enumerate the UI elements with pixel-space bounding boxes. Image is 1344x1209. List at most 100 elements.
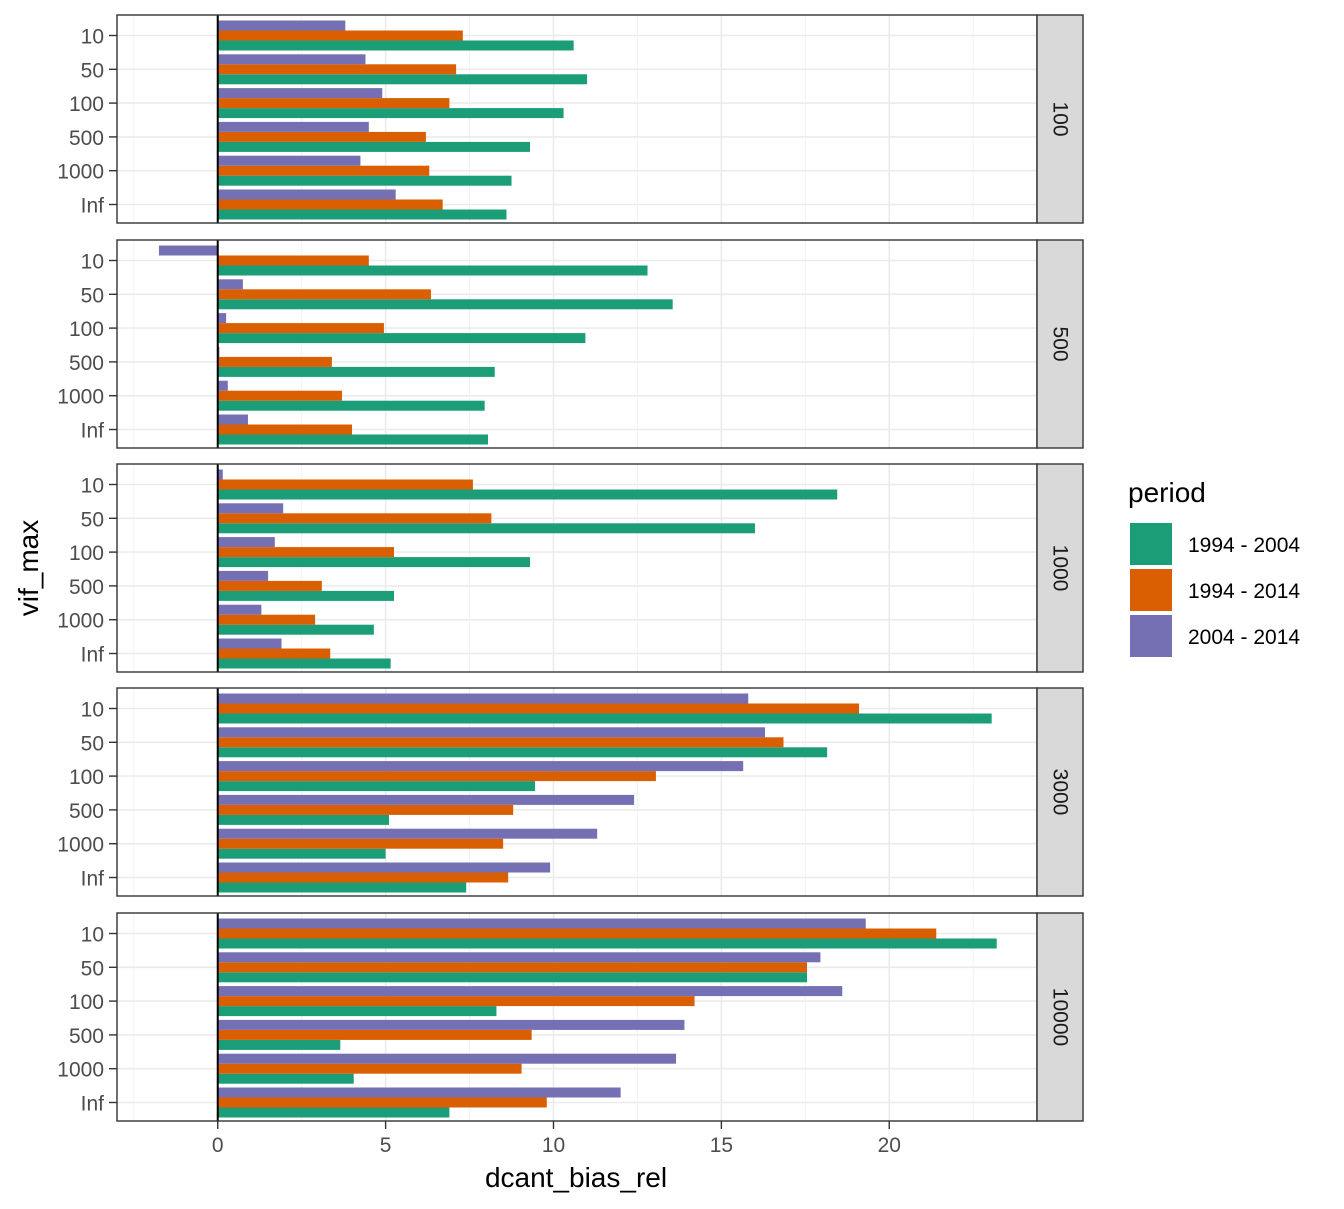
strip-label: 3000 [1049,769,1072,816]
strip-label: 1000 [1049,545,1072,592]
bar-1994-2004 [217,366,495,377]
bar-2004-2014 [217,1019,685,1030]
legend-label: 2004 - 2014 [1188,626,1300,649]
bar-2004-2014 [217,155,361,166]
bar-2004-2014 [217,121,369,132]
bar-1994-2004 [217,938,997,949]
y-tick-label: 1000 [57,834,104,857]
bar-1994-2014 [217,1063,522,1074]
bar-2004-2014 [217,380,228,391]
x-tick-label: 20 [878,1134,901,1157]
bar-1994-2014 [217,356,332,367]
bar-2004-2014 [217,469,223,480]
legend-key [1130,523,1172,565]
y-tick-label: 10 [81,251,104,274]
y-tick-label: 50 [81,59,104,82]
legend: period 1994 - 2004 1994 - 2014 2004 - 2014 [1128,477,1300,657]
bar-2004-2014 [217,570,269,581]
y-tick-label: Inf [81,195,105,218]
bar-1994-2004 [217,523,755,534]
bar-1994-2014 [217,30,463,41]
facet-panel-500: 10 50 100 500 1000 Inf 500 [57,239,1084,449]
bar-1994-2004 [217,848,386,859]
strip-background [1036,687,1084,897]
y-tick-label: 1000 [57,161,104,184]
bar-1994-2014 [217,165,430,176]
bar-1994-2014 [217,737,784,748]
bar-1994-2014 [217,996,695,1007]
bar-1994-2014 [217,64,457,75]
bar-1994-2014 [217,289,431,300]
y-tick-label: 10 [81,26,104,49]
bar-1994-2004 [217,333,586,344]
y-tick-label: 500 [69,1025,104,1048]
bar-1994-2014 [217,323,384,334]
bar-1994-2014 [217,614,316,625]
bar-1994-2004 [217,40,574,51]
bar-1994-2014 [217,872,509,883]
y-tick-label: Inf [81,420,105,443]
bar-2004-2014 [217,604,262,615]
x-tick-label: 5 [380,1134,392,1157]
bar-1994-2004 [217,299,673,310]
bar-2004-2014 [217,952,821,963]
legend-key [1130,569,1172,611]
bar-1994-2014 [217,928,937,939]
bar-1994-2014 [217,804,514,815]
bar-2004-2014 [217,918,866,929]
bar-2004-2014 [217,20,346,31]
bar-2004-2014 [217,828,598,839]
strip-background [1036,14,1084,224]
facet-panel-100: 10 50 100 500 1000 Inf 100 [57,14,1084,224]
x-axis: 0 5 10 15 20 [212,1121,901,1157]
bar-1994-2014 [217,199,443,210]
bar-1994-2014 [217,513,492,524]
y-tick-label: 1000 [57,1059,104,1082]
facet-panel-3000: 10 50 100 500 1000 Inf 3000 [57,687,1084,897]
bar-1994-2014 [217,648,331,659]
bar-1994-2014 [217,580,322,591]
bar-1994-2014 [217,703,860,714]
bar-2004-2014 [217,414,248,425]
y-tick-label: 100 [69,318,104,341]
bar-2004-2014 [217,88,383,99]
bar-1994-2004 [217,1107,450,1118]
bar-1994-2004 [217,265,648,276]
y-tick-label: 1000 [57,386,104,409]
bar-1994-2014 [217,131,426,142]
bar-1994-2004 [217,1073,354,1084]
bar-2004-2014 [217,727,766,738]
y-tick-label: 10 [81,924,104,947]
legend-label: 1994 - 2014 [1188,580,1300,603]
y-tick-label: 100 [69,991,104,1014]
x-tick-label: 10 [542,1134,565,1157]
bar-1994-2014 [217,424,353,435]
bar-2004-2014 [217,761,744,772]
bar-1994-2004 [217,557,530,568]
x-tick-label: 0 [212,1134,224,1157]
bar-1994-2014 [217,255,369,266]
bar-1994-2004 [217,658,391,669]
bar-2004-2014 [217,693,749,704]
bar-2004-2014 [217,503,284,514]
y-axis-title: vif_max [13,520,44,616]
legend-label: 1994 - 2004 [1188,534,1300,557]
bar-2004-2014 [217,638,282,649]
y-tick-label: 50 [81,732,104,755]
bar-1994-2014 [217,962,807,973]
y-tick-label: 10 [81,699,104,722]
bar-1994-2014 [217,98,450,109]
bar-2004-2014 [217,986,843,997]
bar-1994-2004 [217,489,838,500]
bar-1994-2004 [217,175,512,186]
bar-2004-2014 [217,1087,621,1098]
bar-2004-2014 [217,54,366,65]
bar-1994-2004 [217,209,507,220]
bar-1994-2014 [217,479,473,490]
y-tick-label: 50 [81,957,104,980]
strip-background [1036,463,1084,673]
facet-panel-1000: 10 50 100 500 1000 Inf 1000 [57,463,1084,673]
y-tick-label: 500 [69,576,104,599]
bar-2004-2014 [217,1053,677,1064]
bar-1994-2014 [217,771,656,782]
